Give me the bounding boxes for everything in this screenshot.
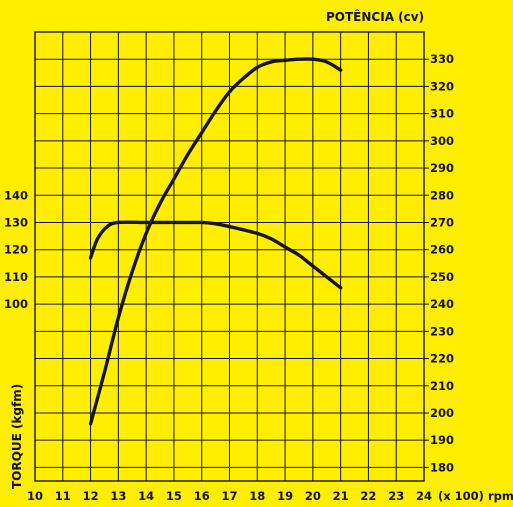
x-tick-label: 18	[249, 489, 265, 503]
series-layer	[88, 57, 343, 426]
x-tick-label: 22	[360, 489, 376, 503]
right-tick-label: 280	[430, 188, 454, 202]
x-tick-label: 15	[166, 489, 182, 503]
left-tick-labels: 100 110 120 130 140	[4, 188, 28, 311]
right-axis-label: POTÊNCIA (cv)	[326, 9, 424, 24]
right-tick-label: 240	[430, 297, 454, 311]
right-tick-label: 180	[430, 460, 454, 474]
x-tick-label: 16	[194, 489, 210, 503]
x-tick-label: 24	[416, 489, 432, 503]
x-tick-label: 17	[221, 489, 237, 503]
left-tick-label: 110	[4, 270, 28, 284]
x-tick-labels: 10 11 12 13 14 15 16 17 18 19 20 21 22 23 24	[27, 489, 432, 503]
right-tick-labels: 180 190 200 210 220 230 240 250 260 270 280 290 300 3…	[430, 52, 454, 474]
right-tick-label: 270	[430, 215, 454, 229]
x-tick-label: 10	[27, 489, 43, 503]
left-tick-label: 120	[4, 243, 28, 257]
torque-curve	[88, 220, 343, 290]
x-tick-label: 19	[277, 489, 293, 503]
power-curve	[88, 57, 343, 426]
right-tick-label: 210	[430, 379, 454, 393]
right-tick-label: 220	[430, 352, 454, 366]
x-tick-label: 23	[388, 489, 404, 503]
right-tick-label: 290	[430, 161, 454, 175]
right-tick-label: 330	[430, 52, 454, 66]
right-tick-label: 250	[430, 270, 454, 284]
left-tick-label: 100	[4, 297, 28, 311]
x-tick-label: 21	[333, 489, 349, 503]
right-tick-label: 300	[430, 134, 454, 148]
right-tick-label: 320	[430, 79, 454, 93]
left-tick-label: 130	[4, 215, 28, 229]
right-tick-label: 260	[430, 243, 454, 257]
right-tick-label: 310	[430, 107, 454, 121]
x-tick-label: 20	[305, 489, 321, 503]
right-tick-label: 190	[430, 433, 454, 447]
right-tick-label: 200	[430, 406, 454, 420]
grid	[34, 31, 429, 482]
x-tick-label: 14	[138, 489, 154, 503]
x-tick-label: 12	[83, 489, 99, 503]
left-tick-label: 140	[4, 188, 28, 202]
x-tick-label: 11	[55, 489, 71, 503]
x-unit-label: (x 100) rpm	[438, 489, 513, 503]
right-tick-label: 230	[430, 324, 454, 338]
left-axis-label: TORQUE (kgfm)	[10, 384, 24, 489]
x-tick-label: 13	[110, 489, 126, 503]
